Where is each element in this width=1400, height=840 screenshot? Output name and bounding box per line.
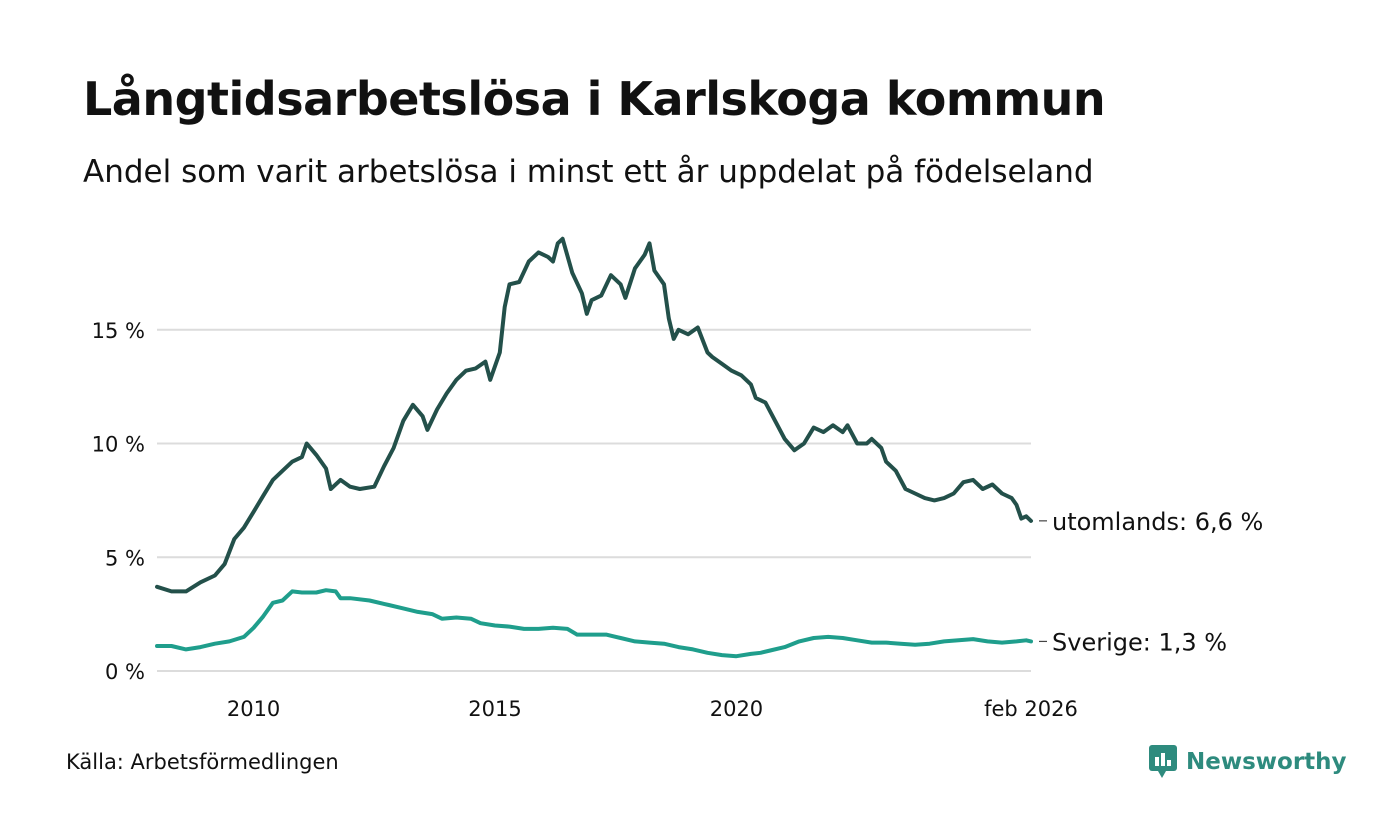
series-layer: [155, 236, 1033, 659]
series-line-utomlands: [155, 236, 1033, 594]
source-note: Källa: Arbetsförmedlingen: [66, 750, 339, 774]
chart-title: Långtidsarbetslösa i Karlskoga kommun: [83, 72, 1106, 126]
x-tick-label: feb 2026: [984, 697, 1078, 721]
y-axis: 0 % 5 % 10 % 15 %: [92, 319, 145, 684]
end-label-sverige: Sverige: 1,3 %: [1052, 628, 1227, 656]
series-line-sverige: [155, 588, 1033, 659]
newsworthy-icon: [1149, 745, 1177, 778]
y-tick-label: 15 %: [92, 319, 145, 343]
end-labels: utomlands: 6,6 % Sverige: 1,3 %: [1039, 508, 1263, 656]
y-tick-label: 0 %: [105, 660, 145, 684]
brand-name: Newsworthy: [1186, 749, 1347, 775]
end-label-utomlands: utomlands: 6,6 %: [1052, 508, 1263, 536]
chart-subtitle: Andel som varit arbetslösa i minst ett å…: [83, 154, 1094, 190]
x-tick-label: 2010: [227, 697, 280, 721]
grid-layer: [157, 328, 1031, 672]
x-axis: 2010 2015 2020 feb 2026: [227, 697, 1078, 721]
x-tick-label: 2015: [468, 697, 521, 721]
brand-logo: Newsworthy: [1148, 744, 1347, 780]
y-tick-label: 10 %: [92, 433, 145, 457]
y-tick-label: 5 %: [105, 546, 145, 570]
x-tick-label: 2020: [710, 697, 763, 721]
